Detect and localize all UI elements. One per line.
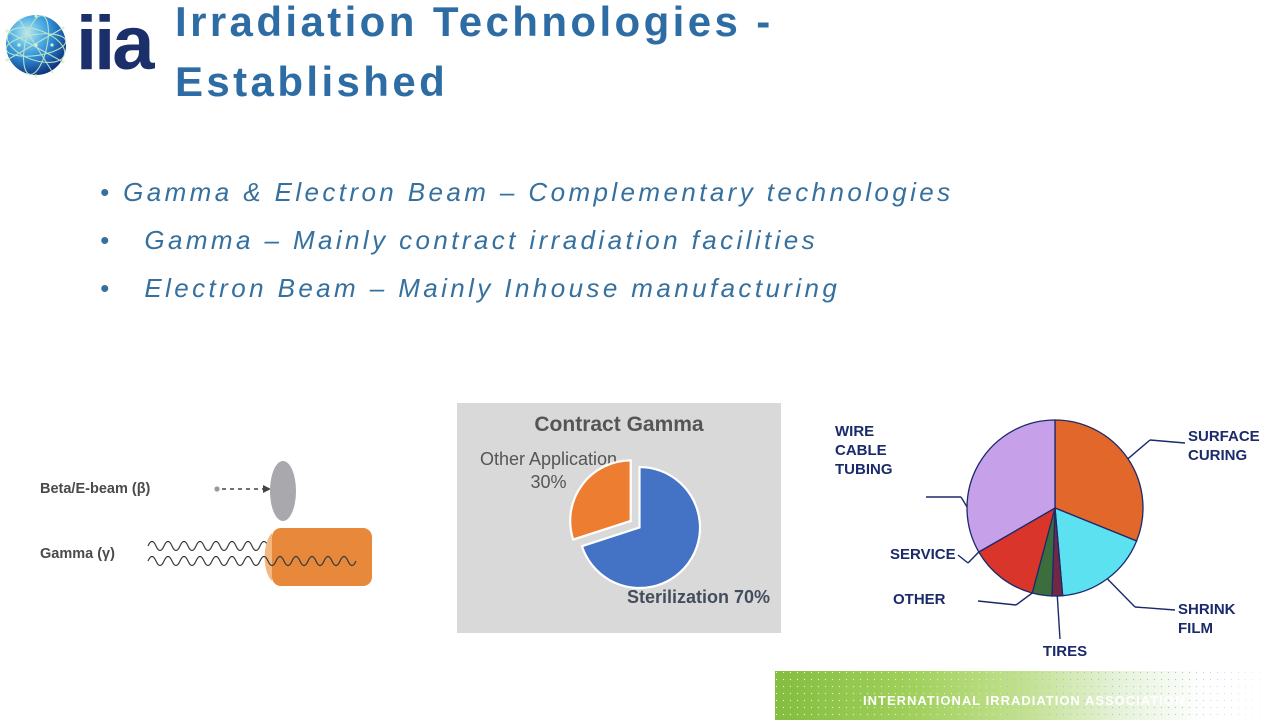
svg-text:Gamma (γ): Gamma (γ) bbox=[40, 546, 115, 562]
svg-text:Beta/E-beam (β): Beta/E-beam (β) bbox=[40, 481, 151, 497]
